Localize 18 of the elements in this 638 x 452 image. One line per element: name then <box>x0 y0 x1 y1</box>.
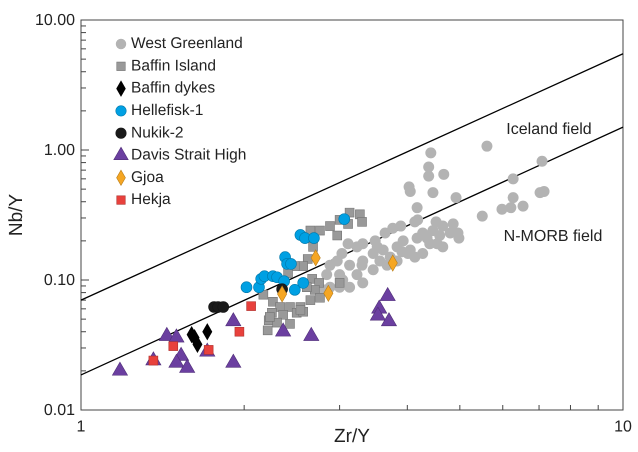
x-tick-label: 10 <box>614 418 632 436</box>
legend-label: Baffin Island <box>131 57 216 74</box>
y-axis-title: Nb/Y <box>6 194 27 236</box>
y-tick-label: 0.01 <box>44 402 76 420</box>
legend-label: Gjoa <box>131 168 164 186</box>
x-axis-title: Zr/Y <box>334 426 370 447</box>
annotation: N-MORB field <box>504 228 602 246</box>
legend-label: Hellefisk-1 <box>131 102 204 119</box>
y-tick-label: 1.00 <box>44 142 76 160</box>
y-tick-label: 10.00 <box>34 12 76 30</box>
y-tick-label: 0.10 <box>44 272 76 290</box>
legend-label: West Greenland <box>131 35 243 52</box>
legend-label: Baffin dykes <box>131 80 216 97</box>
annotation: Iceland field <box>506 121 592 138</box>
x-tick-label: 1 <box>76 418 86 436</box>
legend-label: Davis Strait High <box>131 146 246 164</box>
legend-label: Nukik-2 <box>131 124 184 142</box>
legend-label: Hekja <box>131 191 172 208</box>
